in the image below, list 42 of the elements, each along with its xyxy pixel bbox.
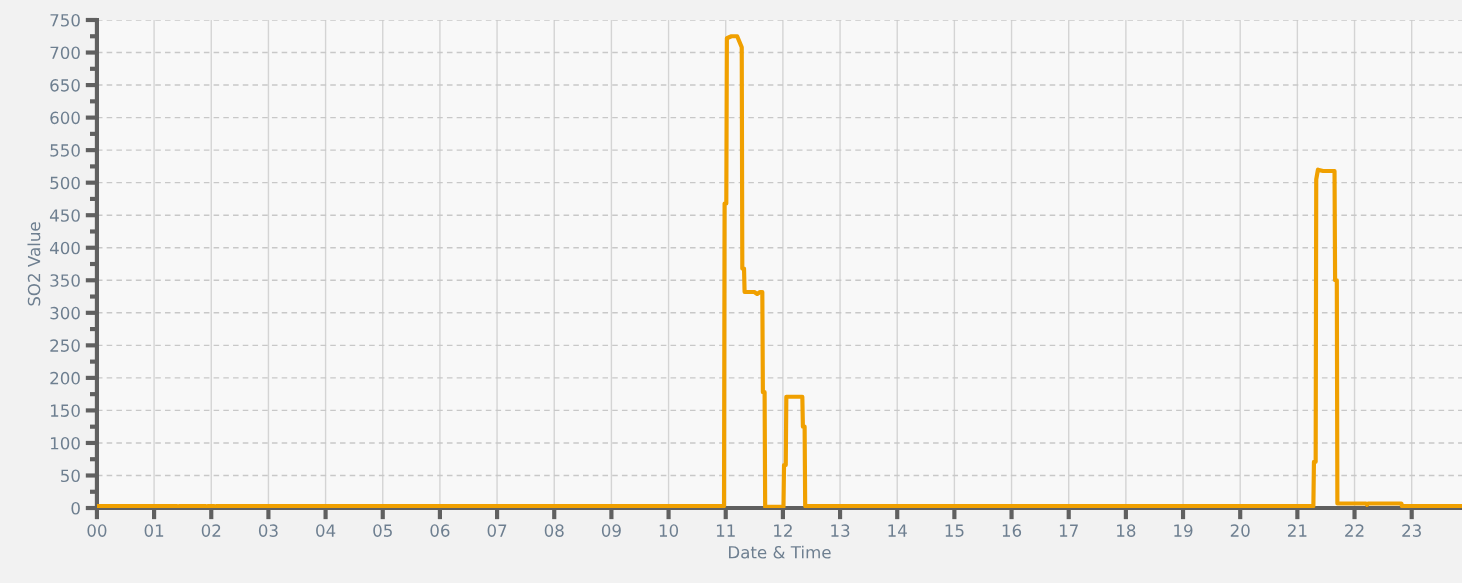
x-tick-label: 10 bbox=[659, 524, 679, 537]
x-tick-label: 00 bbox=[87, 524, 107, 537]
y-tick-label: 500 bbox=[50, 176, 80, 190]
x-tick-label: 13 bbox=[831, 524, 850, 537]
y-tick-label: 600 bbox=[50, 111, 80, 125]
x-tick-label: 03 bbox=[258, 524, 278, 537]
x-tick-label: 23 bbox=[1402, 524, 1421, 537]
x-tick-label: 21 bbox=[1287, 524, 1307, 537]
x-tick-label: 17 bbox=[1059, 524, 1078, 537]
x-tick-label: 14 bbox=[888, 524, 907, 537]
x-tick-label: 06 bbox=[430, 524, 450, 537]
y-tick-label: 650 bbox=[50, 79, 80, 92]
y-tick-label: 300 bbox=[50, 306, 80, 320]
y-tick-label: 200 bbox=[50, 371, 80, 385]
x-tick-label: 09 bbox=[601, 524, 621, 537]
y-tick-label: 750 bbox=[50, 13, 80, 27]
x-tick-label: 01 bbox=[144, 524, 164, 537]
x-tick-label: 15 bbox=[945, 524, 964, 537]
x-tick-label: 04 bbox=[316, 524, 336, 537]
y-tick-label: 350 bbox=[50, 274, 80, 287]
y-axis-title: SO2 Value bbox=[27, 222, 41, 306]
y-tick-label: 250 bbox=[50, 339, 80, 352]
x-tick-label: 16 bbox=[1002, 524, 1022, 537]
y-tick-label: 0 bbox=[71, 501, 80, 515]
x-tick-label: 05 bbox=[373, 524, 392, 537]
y-tick-label: 150 bbox=[50, 404, 80, 417]
x-tick-label: 20 bbox=[1230, 524, 1250, 537]
x-tick-label: 18 bbox=[1117, 524, 1136, 537]
x-tick-label: 08 bbox=[544, 524, 564, 537]
x-tick-label: 02 bbox=[201, 524, 221, 537]
x-tick-label: 22 bbox=[1345, 524, 1364, 537]
y-tick-label: 550 bbox=[50, 144, 80, 157]
y-tick-label: 450 bbox=[49, 209, 80, 222]
y-tick-label: 400 bbox=[49, 241, 80, 255]
x-tick-label: 11 bbox=[716, 524, 735, 537]
x-axis-title: Date & Time bbox=[729, 545, 831, 559]
y-tick-label: 700 bbox=[50, 46, 80, 60]
x-tick-label: 12 bbox=[774, 524, 792, 537]
x-tick-label: 07 bbox=[487, 524, 507, 537]
x-tick-label: 19 bbox=[1174, 524, 1193, 537]
y-tick-label: 100 bbox=[50, 436, 80, 450]
y-tick-label: 50 bbox=[61, 469, 80, 483]
